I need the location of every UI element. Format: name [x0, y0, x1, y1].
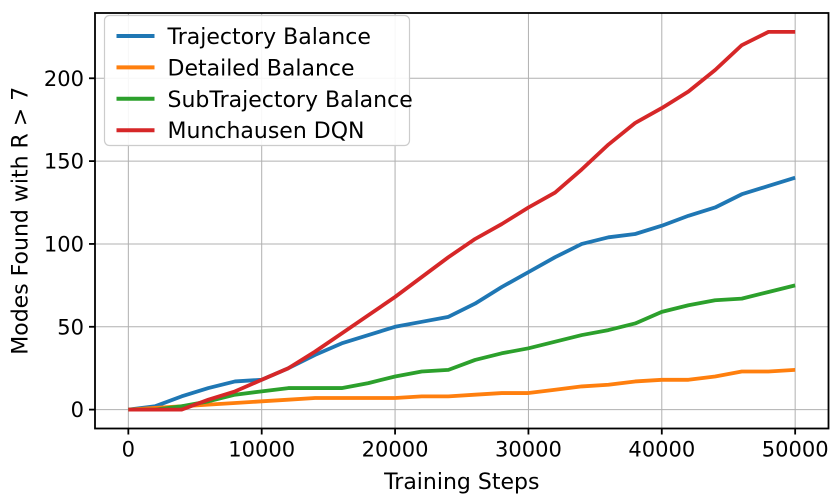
x-tick-label: 40000 [628, 438, 695, 462]
x-tick-label: 20000 [362, 438, 429, 462]
y-tick-label: 0 [71, 398, 84, 422]
legend-label: SubTrajectory Balance [168, 88, 413, 113]
series-line-detailed-balance [128, 367, 796, 412]
x-tick-label: 30000 [495, 438, 562, 462]
series-line-munchausen-dqn [128, 29, 796, 412]
plot-border [94, 12, 830, 430]
y-tick-label: 200 [44, 67, 84, 91]
y-axis-title: Modes Found with R > 7 [9, 87, 34, 355]
series-line-subtrajectory-balance [128, 283, 796, 412]
legend-label: Detailed Balance [168, 56, 355, 81]
y-tick-label: 150 [44, 150, 84, 174]
legend-label: Trajectory Balance [167, 25, 371, 50]
x-axis-title: Training Steps [383, 470, 539, 495]
series-line-trajectory-balance [128, 175, 796, 412]
y-tick-label: 50 [57, 315, 84, 339]
legend-label: Munchausen DQN [168, 119, 365, 144]
y-tick-label: 100 [44, 232, 84, 256]
x-tick-label: 50000 [762, 438, 829, 462]
x-tick-label: 10000 [228, 438, 295, 462]
x-tick-label: 0 [122, 438, 135, 462]
legend-box [103, 14, 411, 147]
